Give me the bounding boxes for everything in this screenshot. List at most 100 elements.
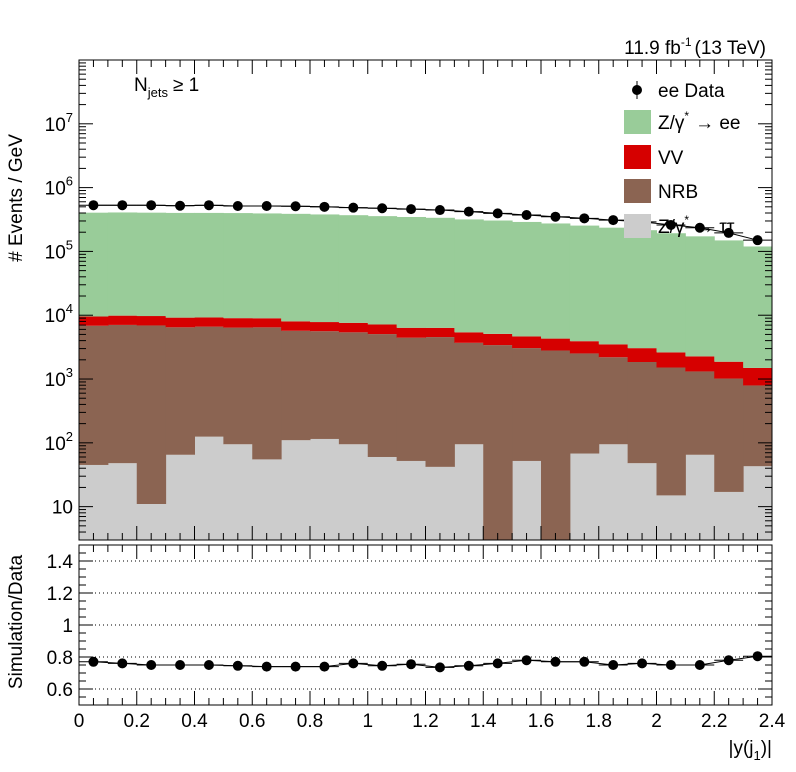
bar	[743, 246, 772, 368]
bar	[252, 213, 282, 319]
x-tick-label: 1.2	[412, 711, 438, 732]
bar	[656, 352, 686, 368]
bar	[107, 212, 138, 316]
bar	[165, 327, 195, 455]
bar	[454, 342, 484, 445]
legend-label: ee Data	[658, 81, 725, 102]
bar	[569, 353, 600, 454]
bar	[136, 212, 167, 317]
bar	[165, 317, 195, 328]
bar	[743, 367, 772, 386]
y-tick-label: 103	[45, 365, 73, 391]
bar	[685, 371, 715, 455]
y-tick-label: 107	[45, 110, 73, 136]
ratio-tick-label: 1	[62, 616, 73, 637]
bar	[223, 318, 253, 328]
x-tick-label: 2.4	[759, 711, 786, 732]
bar	[136, 503, 167, 540]
bar	[627, 348, 657, 363]
bar	[367, 324, 398, 335]
ratio-ticks	[78, 544, 773, 706]
legend-swatch	[624, 145, 651, 169]
bar	[454, 444, 484, 540]
y-tick-label: 105	[45, 237, 73, 263]
bar	[483, 220, 513, 334]
bar	[512, 460, 542, 540]
bar	[743, 385, 772, 467]
legend-label: VV	[658, 148, 684, 169]
bar	[483, 333, 513, 346]
y-tick-label: 104	[45, 301, 73, 327]
selection-label: Njets ≥ 1	[134, 75, 199, 100]
bar	[627, 463, 657, 540]
lumi-label: 11.9 fb-1 (13 TeV)	[624, 35, 766, 59]
bar	[107, 324, 138, 464]
bar	[714, 491, 744, 540]
bar	[396, 337, 426, 461]
x-tick-label: 0.8	[297, 711, 323, 732]
legend-swatch	[624, 179, 651, 203]
bar	[598, 227, 629, 345]
bar	[512, 348, 542, 461]
bar	[79, 464, 109, 540]
stacked-bars	[79, 212, 772, 540]
bar	[714, 240, 744, 362]
bar	[396, 460, 426, 540]
bar	[396, 327, 426, 338]
bar	[165, 454, 195, 540]
legend-entry: Z/γ* → ee	[624, 109, 740, 134]
bar	[194, 317, 224, 327]
bar	[569, 341, 600, 354]
bar	[252, 318, 282, 328]
x-tick-label: 0.6	[239, 711, 265, 732]
bar	[194, 326, 224, 437]
bar	[685, 356, 715, 372]
bar	[223, 327, 253, 445]
bar	[310, 331, 340, 439]
ratio-tick-label: 1.4	[47, 552, 74, 573]
bar	[194, 212, 224, 318]
bar	[714, 378, 744, 492]
bar	[454, 332, 484, 343]
bar	[656, 495, 686, 540]
bar	[107, 315, 138, 325]
x-axis-title: |y(j1)|	[729, 738, 772, 763]
x-tick-label: 0.2	[124, 711, 150, 732]
series-2	[79, 315, 772, 386]
legend-swatch	[624, 110, 651, 134]
bar	[598, 357, 629, 445]
bar	[223, 213, 253, 319]
bar	[541, 350, 571, 540]
bar	[541, 223, 571, 339]
bar	[425, 327, 455, 338]
bar	[396, 216, 426, 328]
legend-entry: NRB	[624, 179, 698, 203]
bar	[367, 456, 398, 540]
y-tick-label: 10	[52, 498, 73, 519]
bar	[223, 444, 253, 540]
bar	[685, 236, 715, 357]
bar	[281, 330, 311, 441]
y-tick-label: 106	[45, 174, 73, 200]
legend-entry: VV	[624, 145, 684, 169]
ratio-tick-label: 0.6	[47, 680, 73, 701]
bar	[454, 219, 484, 333]
legend-label: NRB	[658, 182, 698, 203]
x-tick-label: 1.4	[470, 711, 497, 732]
bar	[656, 233, 686, 353]
ratio-curve	[93, 655, 758, 668]
bar	[541, 338, 571, 351]
y-tick-label: 102	[45, 429, 73, 455]
series-3	[79, 212, 772, 368]
bar	[252, 327, 282, 460]
bar	[512, 336, 542, 349]
bar	[685, 454, 715, 540]
bar	[598, 344, 629, 358]
bar	[338, 322, 369, 333]
x-tick-label: 2.2	[701, 711, 727, 732]
x-tick-label: 0	[74, 711, 85, 732]
bar	[425, 337, 455, 467]
main-ticks	[78, 59, 773, 541]
series-0	[79, 436, 772, 540]
bar	[136, 325, 167, 504]
